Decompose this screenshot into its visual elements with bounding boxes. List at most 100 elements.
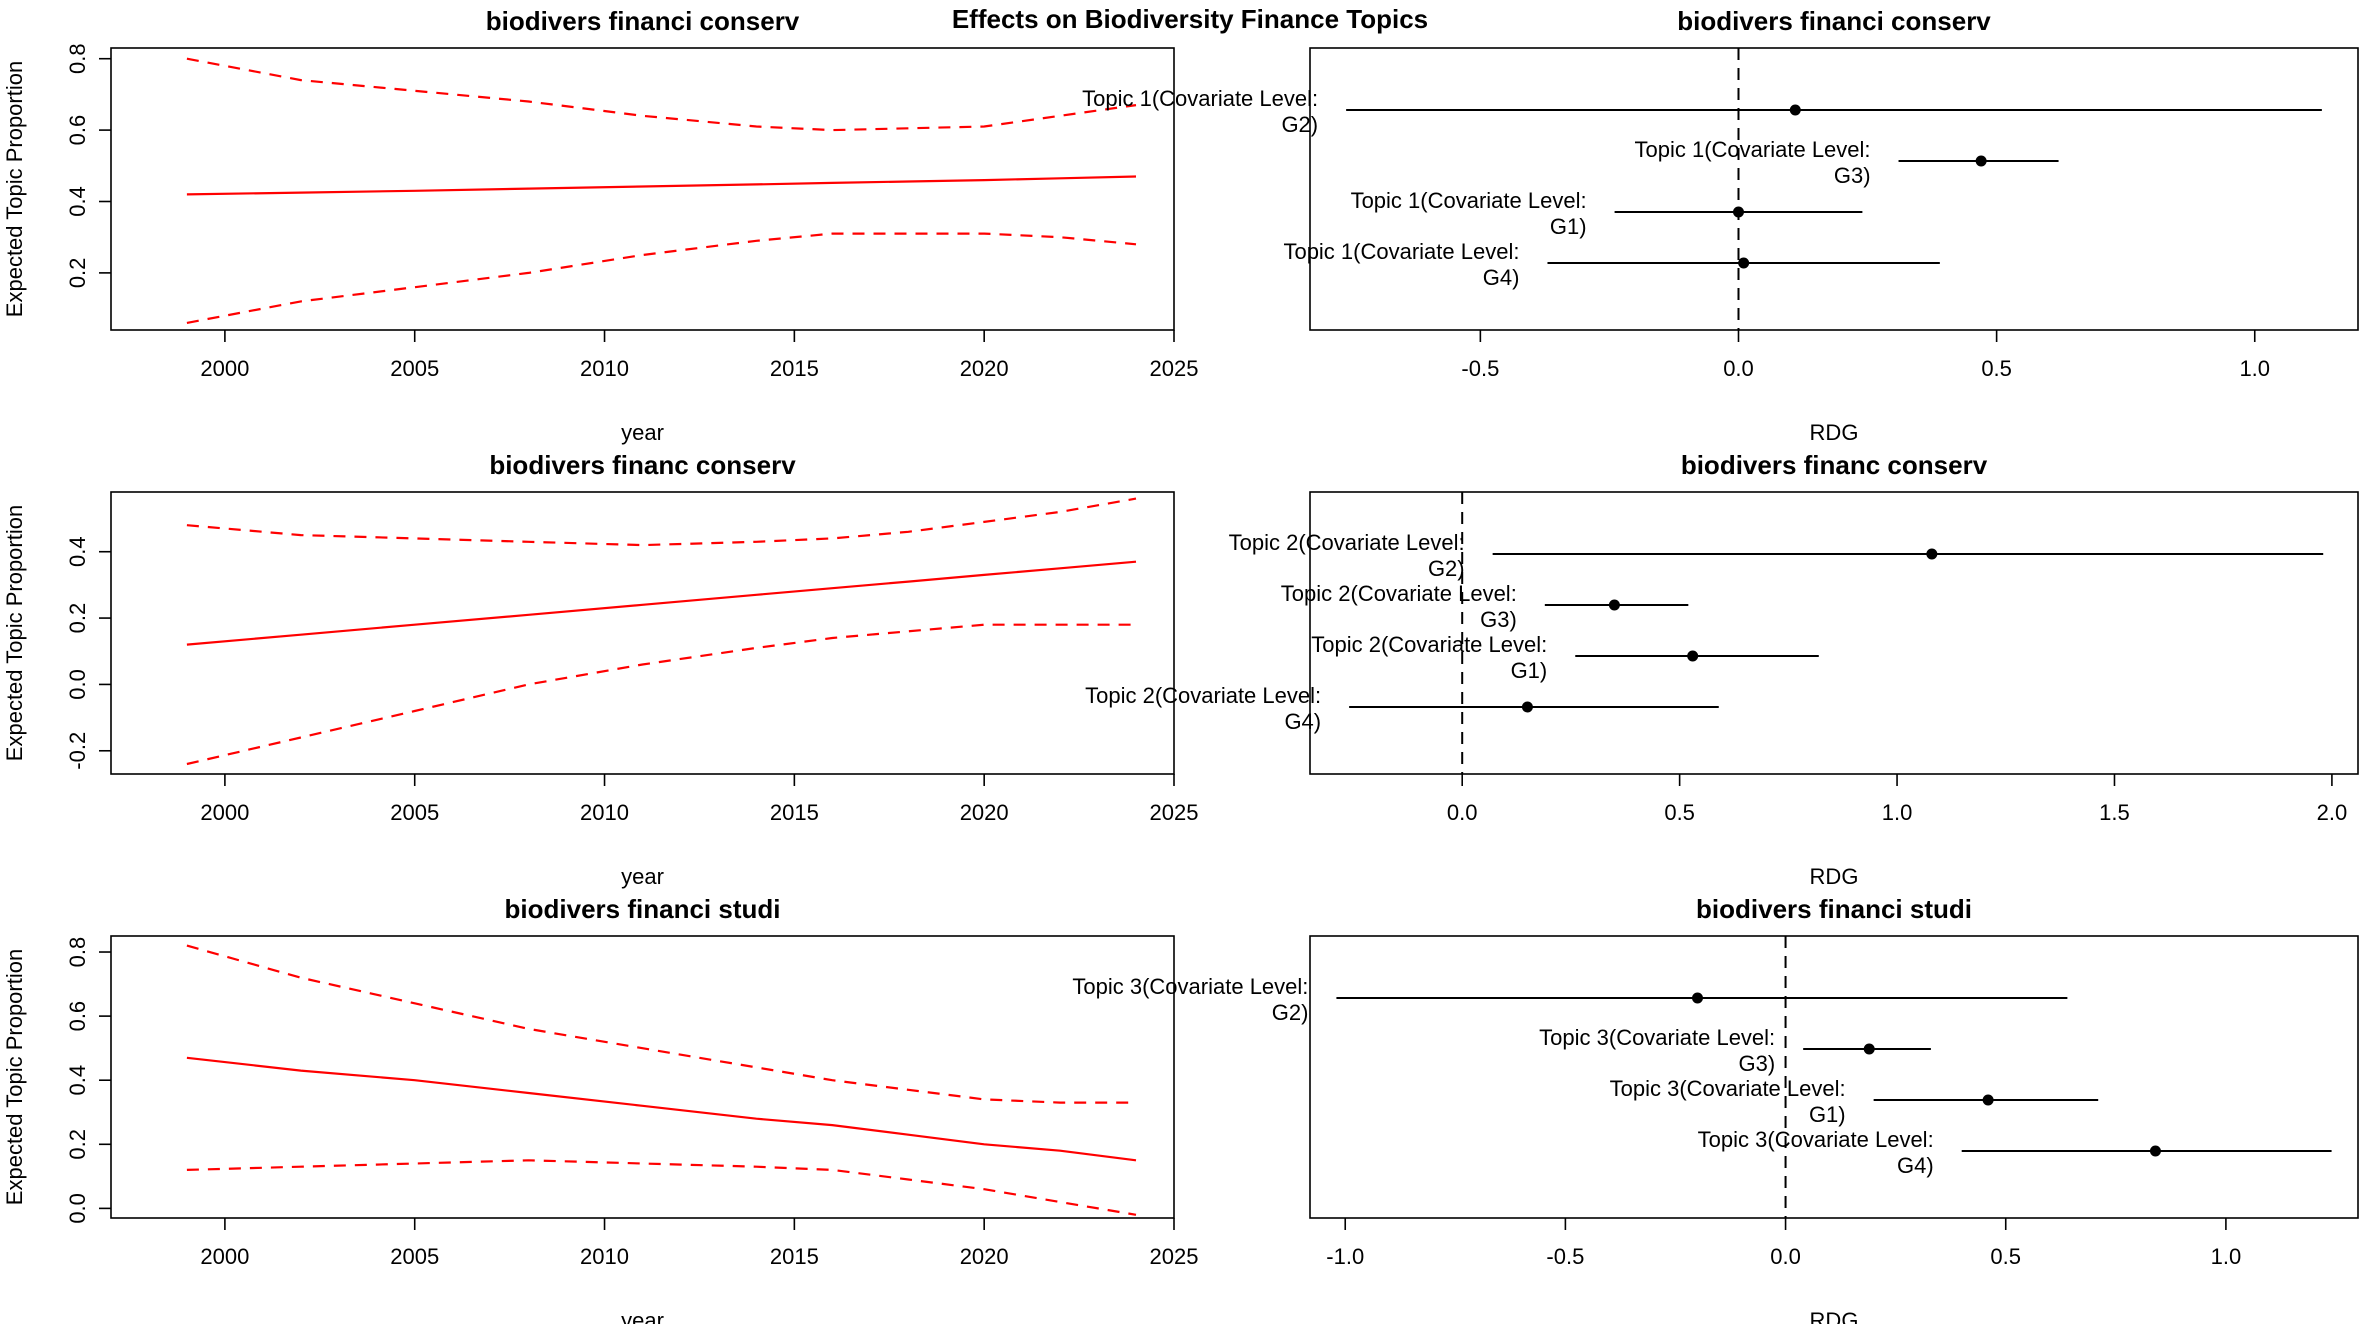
point-label: G1) [1550, 214, 1587, 239]
estimate-point [1926, 548, 1938, 560]
x-tick-label: 2005 [390, 800, 439, 825]
x-axis-label: RDG [1810, 864, 1859, 889]
estimate-point [1521, 701, 1533, 713]
line-panel: biodivers financi studi year 2000 2005 2010 2… [2, 894, 1198, 1324]
point-label: G4) [1897, 1153, 1934, 1178]
point-label: Topic 3(Covariate Level: [1072, 974, 1308, 999]
point-label: Topic 3(Covariate Level: [1698, 1127, 1934, 1152]
x-tick-label: 1.0 [2211, 1244, 2242, 1269]
x-tick-label: 0.5 [1664, 800, 1695, 825]
effect-panel: biodivers financi studi RDG -1.0 -0.5 0.0 0.5… [1072, 894, 2359, 1324]
panel-title: biodivers financ conserv [489, 450, 796, 480]
point-label: Topic 2(Covariate Level: [1085, 683, 1321, 708]
point-label: Topic 2(Covariate Level: [1281, 581, 1517, 606]
y-tick-label: 0.2 [65, 258, 90, 289]
x-tick-label: 0.5 [1981, 356, 2012, 381]
point-label: G1) [1809, 1102, 1846, 1127]
x-tick-label: 1.5 [2099, 800, 2130, 825]
estimate-point [1732, 206, 1744, 218]
estimate-point [1789, 104, 1801, 116]
point-label: G3) [1480, 607, 1517, 632]
x-tick-label: 2020 [960, 356, 1009, 381]
y-tick-label: 0.0 [65, 1193, 90, 1224]
confidence-band-line [186, 497, 1137, 547]
x-axis-label: year [621, 420, 664, 445]
y-tick-label: 0.2 [65, 1129, 90, 1160]
x-tick-label: 0.5 [1990, 1244, 2021, 1269]
x-tick-label: 1.0 [2239, 356, 2270, 381]
estimate-point [1738, 257, 1750, 269]
point-label: Topic 1(Covariate Level: [1635, 137, 1871, 162]
line-panel: biodivers financi conserv year 2000 2005 201… [2, 6, 1198, 445]
x-axis-label: RDG [1810, 1308, 1859, 1324]
x-tick-label: 2015 [770, 1244, 819, 1269]
y-tick-label: -0.2 [65, 732, 90, 770]
x-tick-label: 2015 [770, 356, 819, 381]
point-label: G2) [1281, 112, 1318, 137]
point-label: Topic 2(Covariate Level: [1311, 632, 1547, 657]
point-label: G2) [1428, 556, 1465, 581]
x-tick-label: -0.5 [1461, 356, 1499, 381]
y-axis-label: Expected Topic Proportion [2, 505, 27, 761]
point-label: Topic 1(Covariate Level: [1351, 188, 1587, 213]
point-label: G3) [1834, 163, 1871, 188]
plot-frame [1309, 47, 2359, 331]
x-tick-label: 2000 [200, 800, 249, 825]
plot-frame [1309, 935, 2359, 1219]
x-tick-label: 2015 [770, 800, 819, 825]
point-label: G3) [1738, 1051, 1775, 1076]
effect-panel: biodivers financi conserv RDG -0.5 0.0 0.5 1.… [1082, 6, 2359, 445]
plot-frame [110, 491, 1175, 775]
y-tick-label: 0.6 [65, 1001, 90, 1032]
y-tick-label: 0.2 [65, 603, 90, 634]
point-label: Topic 1(Covariate Level: [1082, 86, 1318, 111]
x-tick-label: 1.0 [1882, 800, 1913, 825]
x-tick-label: 0.0 [1770, 1244, 1801, 1269]
estimate-point [2149, 1145, 2161, 1157]
x-tick-label: 2000 [200, 1244, 249, 1269]
x-tick-label: -0.5 [1546, 1244, 1584, 1269]
x-axis-label: year [621, 864, 664, 889]
trend-line [186, 560, 1137, 646]
panel-title: biodivers financi conserv [1677, 6, 1991, 36]
y-tick-label: 0.8 [65, 937, 90, 968]
x-axis-label: RDG [1810, 420, 1859, 445]
x-tick-label: 2010 [580, 356, 629, 381]
x-tick-label: 2000 [200, 356, 249, 381]
confidence-band-line [186, 232, 1137, 324]
plot-frame [1309, 491, 2359, 775]
x-tick-label: 2020 [960, 800, 1009, 825]
figure-title: Effects on Biodiversity Finance Topics [952, 4, 1428, 34]
point-label: Topic 1(Covariate Level: [1283, 239, 1519, 264]
estimate-point [1975, 155, 1987, 167]
panel-title: biodivers financi studi [1696, 894, 1972, 924]
panel-title: biodivers financi conserv [486, 6, 800, 36]
point-label: G4) [1483, 265, 1520, 290]
y-tick-label: 0.8 [65, 43, 90, 74]
point-label: G1) [1511, 658, 1548, 683]
x-tick-label: 2010 [580, 800, 629, 825]
x-tick-label: 0.0 [1723, 356, 1754, 381]
point-label: Topic 2(Covariate Level: [1229, 530, 1465, 555]
x-tick-label: 2025 [1150, 800, 1199, 825]
y-tick-label: 0.6 [65, 115, 90, 146]
x-tick-label: 2010 [580, 1244, 629, 1269]
y-tick-label: 0.4 [65, 536, 90, 567]
plot-frame [110, 935, 1175, 1219]
line-panel: biodivers financ conserv year 2000 2005 2010… [2, 450, 1198, 889]
plot-frame [110, 47, 1175, 331]
x-tick-label: 2025 [1150, 356, 1199, 381]
y-tick-label: 0.0 [65, 669, 90, 700]
x-tick-label: 2025 [1150, 1244, 1199, 1269]
x-axis-label: year [621, 1308, 664, 1324]
estimate-point [1608, 599, 1620, 611]
estimate-point [1863, 1043, 1875, 1055]
y-axis-label: Expected Topic Proportion [2, 949, 27, 1205]
confidence-band-line [186, 944, 1136, 1104]
x-tick-label: 0.0 [1447, 800, 1478, 825]
point-label: Topic 3(Covariate Level: [1539, 1025, 1775, 1050]
panel-title: biodivers financi studi [505, 894, 781, 924]
confidence-band-line [186, 1159, 1137, 1216]
point-label: G4) [1284, 709, 1321, 734]
